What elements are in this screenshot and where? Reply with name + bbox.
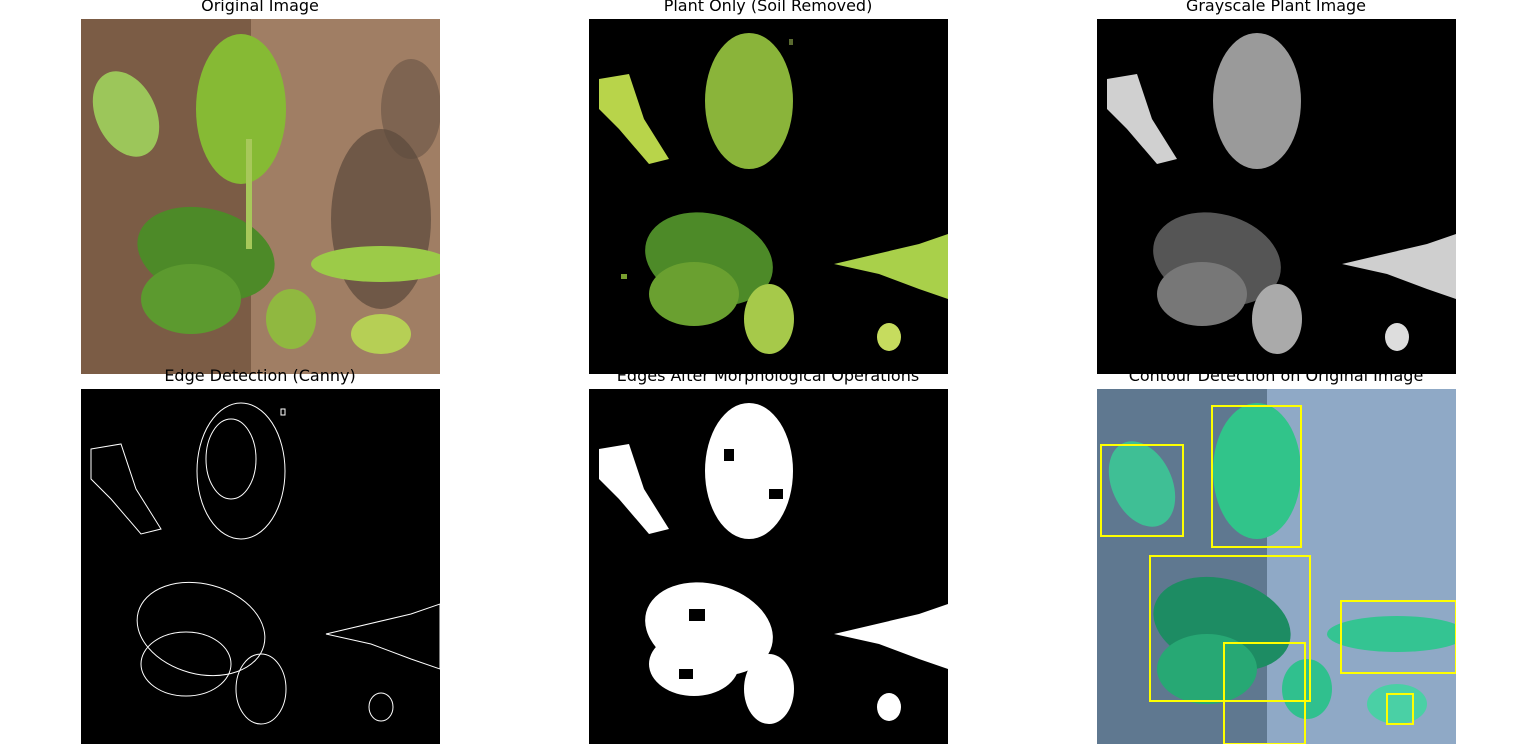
panel-original-image	[81, 19, 440, 374]
plant-only-image	[589, 19, 948, 374]
panel-title-morph: Edges After Morphological Operations	[616, 366, 920, 385]
panel-morph	[589, 389, 948, 744]
morph-edges-image	[589, 389, 948, 744]
bbox	[1386, 693, 1414, 725]
panel-plant-only	[589, 19, 948, 374]
bbox	[1100, 444, 1184, 537]
panel-title-plant-only: Plant Only (Soil Removed)	[663, 0, 873, 15]
panel-title-original: Original Image	[201, 0, 319, 15]
panel-grayscale	[1097, 19, 1456, 374]
bbox	[1340, 600, 1456, 674]
grayscale-plant-image	[1097, 19, 1456, 374]
contour-detection-image	[1097, 389, 1456, 744]
bbox	[1223, 642, 1306, 744]
bounding-boxes	[1100, 405, 1456, 744]
original-image	[81, 19, 440, 374]
canny-edges-image	[81, 389, 440, 744]
bbox	[1211, 405, 1302, 548]
bbox	[1149, 555, 1311, 702]
panel-canny	[81, 389, 440, 744]
panel-title-grayscale: Grayscale Plant Image	[1185, 0, 1367, 15]
panel-contour	[1097, 389, 1456, 744]
panel-title-canny: Edge Detection (Canny)	[164, 366, 356, 385]
panel-title-contour: Contour Detection on Original Image	[1128, 366, 1424, 385]
